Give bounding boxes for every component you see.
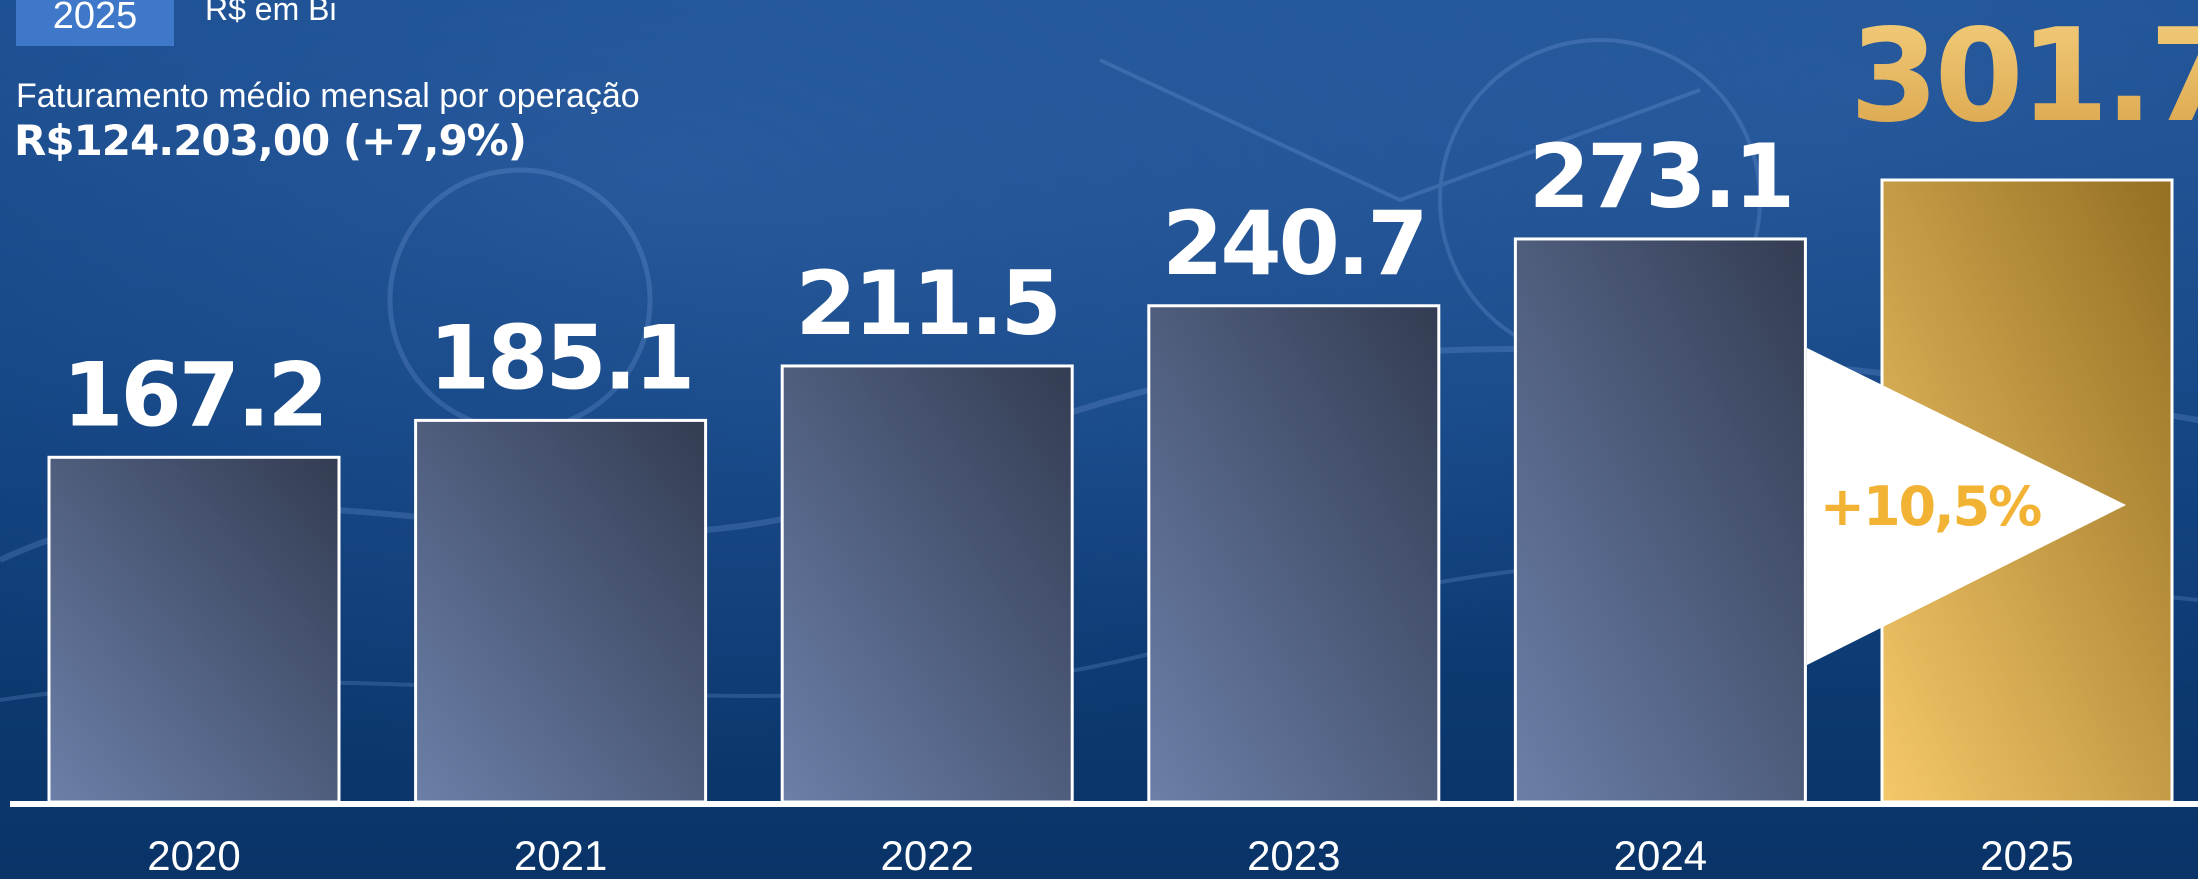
bar-2021 <box>414 418 708 804</box>
value-label-2023: 240.7 <box>1162 192 1425 295</box>
value-label-2021: 185.1 <box>429 306 692 409</box>
category-label-2023: 2023 <box>1247 832 1340 879</box>
category-label-2025: 2025 <box>1980 832 2073 879</box>
bar-2020 <box>47 455 341 804</box>
bars-layer <box>47 178 2174 804</box>
value-label-2020: 167.2 <box>62 343 325 446</box>
value-label-2024: 273.1 <box>1529 125 1792 228</box>
growth-callout-label: +10,5% <box>1820 475 2041 538</box>
unit-label: R$ em Bi <box>205 0 337 27</box>
bar-2022 <box>780 364 1074 804</box>
value-label-2022: 211.5 <box>796 252 1059 355</box>
category-label-2022: 2022 <box>880 832 973 879</box>
highlight-figure: R$124.203,00 (+7,9%) <box>14 116 527 165</box>
year-badge: 2025 <box>16 0 174 46</box>
bar-2024 <box>1513 237 1807 804</box>
labels-layer: 167.2 2020 185.1 2021 211.5 2022 240.7 2023 273.… <box>62 2 2198 879</box>
category-label-2021: 2021 <box>514 832 607 879</box>
category-label-2020: 2020 <box>147 832 240 879</box>
value-label-2025: 301.7 <box>1850 2 2198 151</box>
subtitle: Faturamento médio mensal por operação <box>16 77 640 115</box>
category-label-2024: 2024 <box>1614 832 1707 879</box>
growth-arrow-shape <box>1807 348 2126 665</box>
bar-2023 <box>1147 304 1441 804</box>
